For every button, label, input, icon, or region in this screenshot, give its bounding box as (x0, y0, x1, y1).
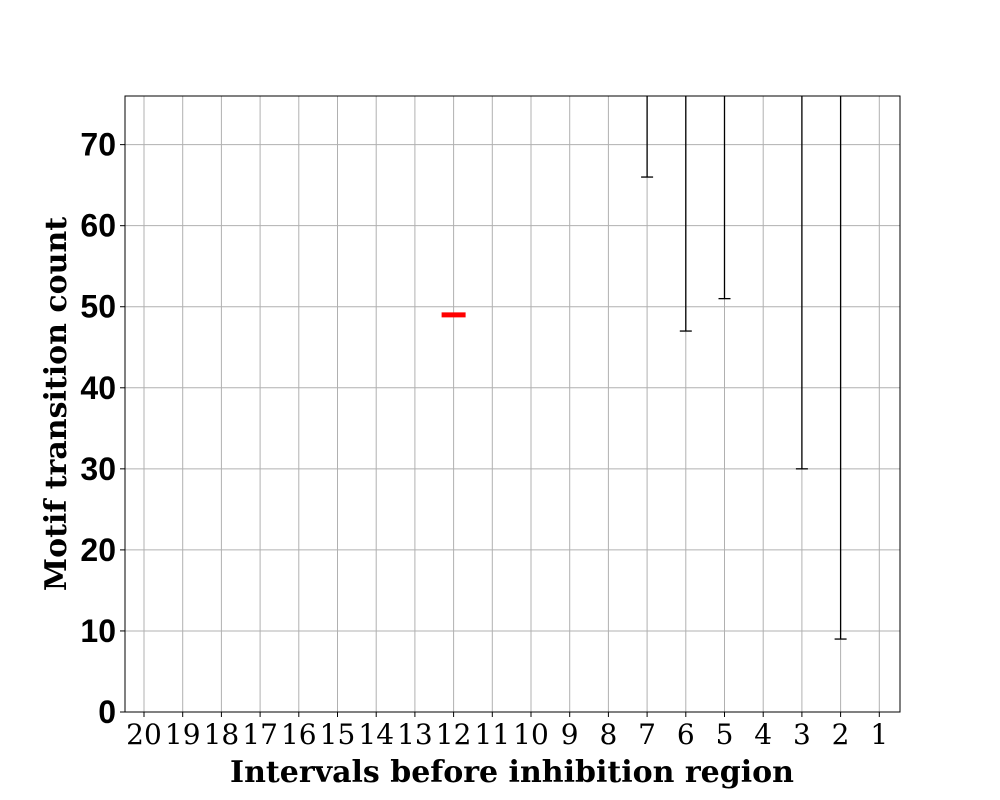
y-tick-label: 0 (98, 694, 116, 730)
x-tick-label: 18 (204, 718, 240, 751)
plot-frame (124, 95, 901, 713)
x-tick-label: 14 (358, 718, 394, 751)
x-tick-label: 20 (126, 718, 162, 751)
x-tick-label: 9 (561, 718, 579, 751)
x-tick-label: 12 (436, 718, 472, 751)
x-tick-label: 10 (513, 718, 549, 751)
error-bar (834, 96, 847, 640)
x-tick-label: 16 (281, 718, 317, 751)
y-tick-label: 70 (80, 127, 116, 163)
error-bars (641, 96, 847, 640)
x-tick-label: 19 (165, 718, 201, 751)
error-bar (641, 96, 654, 178)
x-tick-label: 6 (677, 718, 695, 751)
y-tick-label: 30 (80, 451, 116, 487)
error-bar (679, 96, 692, 332)
x-tick-label: 11 (474, 718, 510, 751)
x-tick-label: 2 (832, 718, 850, 751)
y-tick-label: 40 (80, 370, 116, 406)
x-tick-label: 3 (793, 718, 811, 751)
x-tick-label: 5 (716, 718, 734, 751)
y-tick-label: 20 (80, 532, 116, 568)
grid (125, 96, 900, 713)
x-tick-label: 15 (320, 718, 356, 751)
x-tick-label: 4 (754, 718, 772, 751)
x-tick-label: 13 (397, 718, 433, 751)
x-tick-label: 7 (638, 718, 656, 751)
y-tick-label: 10 (80, 613, 116, 649)
error-bar (718, 96, 731, 300)
x-axis-ticks: 20 19 18 17 16 15 14 13 12 11 10 9 8 7 6 5 4 3 2 1 (126, 712, 888, 751)
x-axis-label: Intervals before inhibition region (230, 755, 794, 790)
x-tick-label: 17 (242, 718, 278, 751)
error-bar (795, 96, 808, 470)
x-tick-label: 8 (599, 718, 617, 751)
x-tick-label: 1 (870, 718, 888, 751)
y-tick-label: 50 (80, 289, 116, 325)
y-axis-ticks: 0 10 20 30 40 50 60 70 (80, 127, 125, 730)
y-tick-label: 60 (80, 208, 116, 244)
y-axis-label: Motif transition count (39, 217, 74, 591)
